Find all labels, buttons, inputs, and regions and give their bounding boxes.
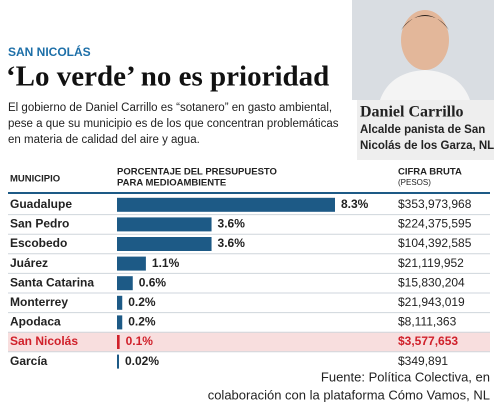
column-header: CIFRA BRUTA [398,167,462,178]
bar [117,256,146,271]
value-label: 0.2% [128,295,156,309]
value-label: 0.02% [125,354,159,368]
amount: $3,577,653 [398,334,458,348]
category-label: Escobedo [10,236,67,250]
bar [117,197,335,212]
photo-hair [401,15,449,30]
caption-box [357,100,494,160]
title: ‘Lo verde’ no es prioridad [6,61,329,93]
photo-face [401,10,449,70]
value-label: 3.6% [218,217,246,231]
value-label: 3.6% [218,236,246,250]
profile-name: Daniel Carrillo [360,104,464,121]
row-highlight [8,332,490,352]
intro-line: El gobierno de Daniel Carrillo es “sotan… [8,102,332,114]
intro-line: pese a que su municipio es de los que co… [8,118,339,130]
kicker: SAN NICOLÁS [8,44,91,59]
value-label: 8.3% [341,197,369,211]
amount: $15,830,204 [398,275,465,289]
amount: $224,375,595 [398,217,472,231]
profile-role: Nicolás de los Garza, NL [360,140,494,152]
intro-line: en materia de calidad del aire y agua. [8,134,200,146]
value-label: 0.2% [128,315,156,329]
bar [117,315,123,330]
bar [117,237,212,251]
source: Fuente: Política Colectiva, en [321,369,490,384]
bar [117,295,123,310]
category-label: Juárez [10,256,48,270]
amount: $21,119,952 [398,256,464,270]
profile-role: Alcalde panista de San [360,124,485,136]
photo-shirt [380,70,470,100]
bar [117,335,120,349]
category-label: Guadalupe [10,197,72,211]
category-label: San Nicolás [10,334,78,348]
amount: $8,111,363 [398,315,457,329]
amount: $349,891 [398,354,448,368]
category-label: San Pedro [10,217,69,231]
amount: $21,943,019 [398,295,465,309]
bar [117,354,119,369]
source: colaboración con la plataforma Cómo Vamo… [208,387,490,402]
category-label: Santa Catarina [10,275,94,289]
category-label: Monterrey [10,295,68,309]
amount: $104,392,585 [398,236,472,250]
column-header: PARA MEDIOAMBIENTE [117,178,226,189]
bar [117,217,212,232]
value-label: 0.1% [126,334,154,348]
value-label: 0.6% [139,275,167,289]
bar [117,276,133,291]
column-header: MUNICIPIO [10,174,60,185]
column-header: PORCENTAJE DEL PRESUPUESTO [117,167,277,178]
amount: $353,973,968 [398,197,472,211]
category-label: García [10,354,48,368]
category-label: Apodaca [10,315,61,329]
column-header: (PESOS) [398,178,431,187]
value-label: 1.1% [152,256,180,270]
